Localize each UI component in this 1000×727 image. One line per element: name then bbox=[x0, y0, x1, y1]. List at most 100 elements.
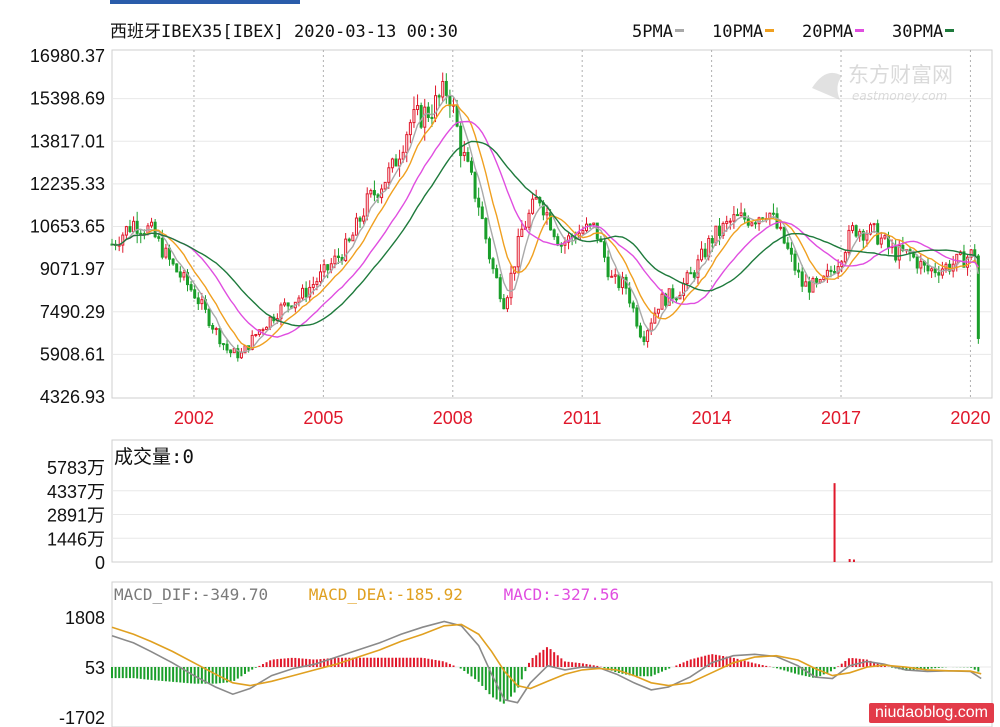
price-y-tick: 4326.93 bbox=[40, 387, 105, 407]
candle-body bbox=[437, 95, 441, 98]
legend-swatch-30pma bbox=[945, 29, 954, 32]
volume-panel-frame bbox=[111, 439, 993, 563]
candle-body bbox=[250, 334, 254, 350]
candle-body bbox=[365, 193, 369, 217]
candle-body bbox=[401, 151, 405, 160]
candle-body bbox=[254, 333, 258, 336]
candle-body bbox=[671, 288, 675, 300]
candle-body bbox=[685, 272, 689, 285]
candle-body bbox=[800, 271, 804, 287]
candle-body bbox=[883, 235, 887, 239]
macd-y-tick: -1702 bbox=[59, 708, 105, 727]
candle-body bbox=[545, 212, 549, 216]
candle-body bbox=[664, 293, 668, 306]
candle-body bbox=[638, 325, 642, 338]
price-y-axis: 16980.37 15398.69 13817.01 12235.33 10653.65… bbox=[30, 46, 105, 407]
candle-body bbox=[207, 308, 211, 327]
x-tick-2011: 2011 bbox=[563, 408, 602, 428]
price-y-tick: 7490.29 bbox=[40, 302, 105, 322]
x-tick-2017: 2017 bbox=[821, 408, 861, 428]
candle-body bbox=[797, 269, 801, 273]
candle-body bbox=[405, 134, 409, 153]
candle-body bbox=[815, 278, 819, 283]
candle-body bbox=[124, 226, 128, 236]
price-y-tick: 15398.69 bbox=[30, 89, 105, 109]
candle-body bbox=[825, 269, 829, 277]
candle-body bbox=[930, 268, 934, 272]
candle-body bbox=[617, 274, 621, 289]
eastmoney-watermark: 东方财富网 eastmoney.com bbox=[812, 63, 953, 103]
candle-body bbox=[459, 125, 463, 157]
x-tick-2014: 2014 bbox=[692, 408, 732, 428]
x-tick-2002: 2002 bbox=[174, 408, 214, 428]
volume-bars bbox=[833, 483, 855, 562]
legend-label-30pma: 30PMA bbox=[892, 22, 943, 42]
volume-y-tick: 4337万 bbox=[47, 482, 105, 502]
candle-body bbox=[868, 224, 872, 235]
candle-body bbox=[326, 264, 330, 271]
candle-body bbox=[595, 222, 599, 240]
candle-body bbox=[656, 308, 660, 314]
candle-body bbox=[818, 279, 822, 283]
volume-bar bbox=[852, 559, 855, 562]
candle-body bbox=[559, 244, 563, 247]
candle-body bbox=[135, 220, 139, 234]
macd-labels: MACD_DIF:-349.70 MACD_DEA:-185.92 MACD:-32… bbox=[114, 585, 619, 604]
price-y-tick: 5908.61 bbox=[40, 344, 105, 364]
volume-grid bbox=[112, 490, 992, 539]
candle-body bbox=[606, 256, 610, 278]
candle-body bbox=[642, 336, 646, 342]
ma10-line bbox=[111, 104, 979, 349]
candle-body bbox=[462, 151, 466, 157]
candle-body bbox=[150, 221, 154, 227]
candle-body bbox=[836, 266, 840, 274]
price-y-tick: 12235.33 bbox=[30, 174, 105, 194]
candle-body bbox=[750, 222, 754, 226]
candle-body bbox=[753, 222, 757, 225]
candle-body bbox=[739, 212, 743, 216]
candle-body bbox=[602, 241, 606, 258]
candle-body bbox=[937, 272, 941, 276]
candle-body bbox=[211, 325, 215, 330]
volume-y-tick: 2891万 bbox=[47, 506, 105, 526]
candle-body bbox=[843, 252, 847, 263]
candle-body bbox=[631, 302, 635, 309]
candle-body bbox=[416, 105, 420, 110]
candle-body bbox=[372, 190, 376, 196]
candle-body bbox=[610, 275, 614, 278]
candle-body bbox=[588, 223, 592, 226]
candle-body bbox=[955, 253, 959, 265]
candle-body bbox=[833, 271, 837, 274]
macd-label: MACD:-327.56 bbox=[504, 585, 620, 604]
x-tick-2008: 2008 bbox=[433, 408, 473, 428]
candle-body bbox=[268, 316, 272, 328]
candle-body bbox=[581, 230, 585, 234]
candle-body bbox=[121, 234, 125, 246]
candle-body bbox=[477, 197, 481, 208]
candle-body bbox=[505, 297, 509, 310]
candle-body bbox=[962, 251, 966, 268]
candle-body bbox=[660, 293, 664, 310]
candle-body bbox=[484, 218, 488, 240]
candle-body bbox=[710, 238, 714, 244]
candle-body bbox=[182, 272, 186, 278]
candle-body bbox=[128, 226, 132, 232]
candle-body bbox=[304, 287, 308, 298]
macd-y-axis: 1808 53 -1702 bbox=[59, 608, 105, 727]
candle-body bbox=[703, 248, 707, 258]
volume-y-tick: 1446万 bbox=[47, 529, 105, 549]
candle-body bbox=[865, 233, 869, 241]
candle-body bbox=[225, 343, 229, 351]
candle-body bbox=[196, 297, 200, 305]
macd-label: MACD_DEA:-185.92 bbox=[309, 585, 463, 604]
candle-body bbox=[261, 329, 265, 332]
candle-body bbox=[851, 225, 855, 231]
candle-body bbox=[491, 258, 495, 270]
candle-body bbox=[495, 268, 499, 279]
candle-body bbox=[915, 256, 919, 269]
volume-label: 成交量:0 bbox=[114, 446, 194, 468]
candle-body bbox=[487, 238, 491, 260]
candle-body bbox=[423, 106, 427, 128]
candle-body bbox=[185, 272, 189, 286]
candle-body bbox=[969, 249, 973, 258]
